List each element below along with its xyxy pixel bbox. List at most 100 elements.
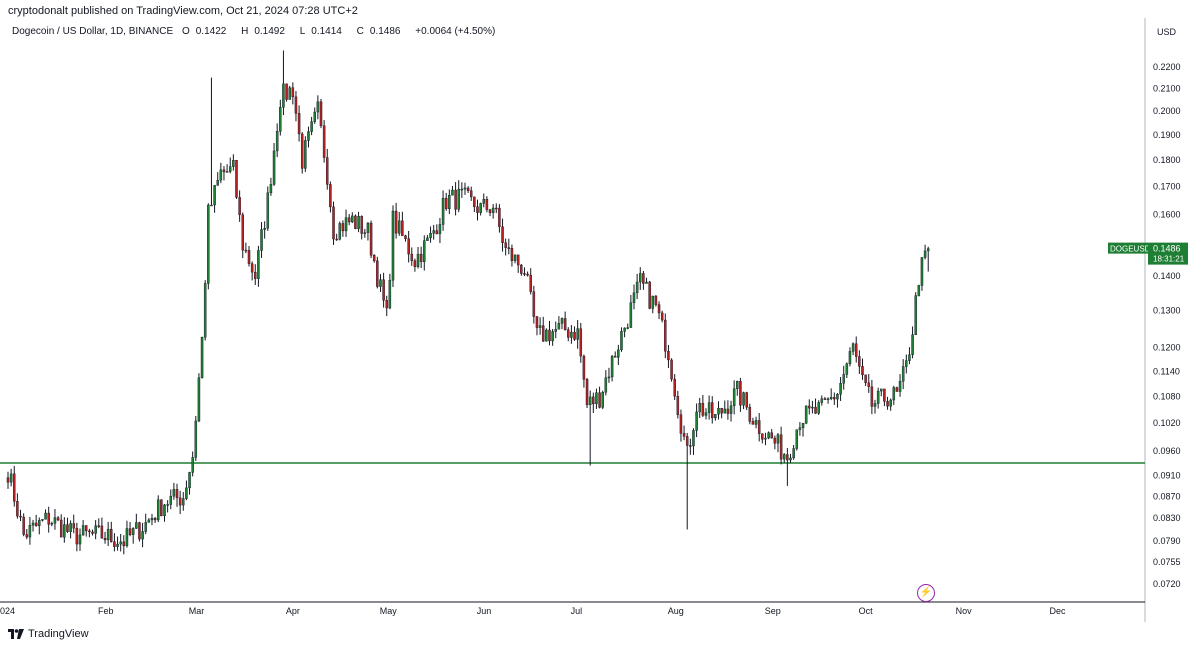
- price-tick-label: 0.1080: [1153, 391, 1181, 401]
- price-tick-label: 0.0755: [1153, 557, 1181, 567]
- candle-body: [407, 238, 410, 255]
- candle-body: [526, 273, 529, 276]
- candle-body: [354, 215, 357, 229]
- candle-body: [244, 249, 248, 252]
- candle-body: [329, 184, 332, 208]
- candle-body: [238, 197, 241, 216]
- candle-body: [607, 376, 611, 379]
- candle-body: [754, 420, 758, 425]
- candle-body: [369, 222, 373, 256]
- candle-body: [219, 169, 223, 181]
- candle-body: [826, 398, 830, 400]
- candle-body: [563, 318, 567, 331]
- candle-body: [670, 359, 673, 380]
- change-value: +0.0064 (+4.50%): [415, 26, 496, 37]
- published-caption: cryptodonalt published on TradingView.co…: [8, 5, 358, 17]
- candle-body: [294, 96, 298, 114]
- candle-body: [532, 291, 536, 317]
- time-tick-label: Feb: [98, 606, 114, 616]
- candle-body: [266, 192, 270, 229]
- close-label: C: [356, 26, 364, 37]
- candle-body: [898, 380, 902, 392]
- candle-body: [520, 264, 523, 274]
- candle-body: [44, 512, 47, 520]
- price-tick-label: 0.1200: [1153, 343, 1181, 353]
- candle-body: [892, 387, 896, 401]
- time-tick-label: Sep: [765, 606, 781, 616]
- candle-body: [110, 528, 113, 542]
- lightning-icon[interactable]: ⚡: [917, 584, 935, 602]
- candle-body: [842, 374, 845, 384]
- candle-body: [523, 273, 526, 275]
- candle-body: [801, 422, 805, 429]
- candle-body: [504, 242, 507, 248]
- candle-body: [341, 223, 345, 232]
- candle-body: [873, 403, 877, 407]
- candle-body: [41, 519, 44, 521]
- candle-body: [573, 331, 576, 340]
- candle-body: [717, 408, 720, 415]
- price-tick-label: 0.0870: [1153, 491, 1181, 501]
- time-tick-label: 2024: [0, 606, 15, 616]
- candle-body: [510, 248, 514, 261]
- candle-body: [326, 157, 329, 185]
- candle-body: [917, 285, 921, 296]
- candle-body: [235, 160, 238, 198]
- candle-body: [613, 355, 617, 358]
- candle-body: [81, 525, 85, 536]
- price-tag-bg: [1148, 242, 1188, 265]
- candle-body: [213, 185, 216, 206]
- candle-body: [880, 388, 883, 392]
- candle-body: [141, 531, 144, 540]
- candle-body: [269, 184, 273, 194]
- price-tick-label: 0.0910: [1153, 471, 1181, 481]
- candle-body: [160, 499, 163, 517]
- candle-body: [197, 377, 201, 422]
- currency-label[interactable]: USD: [1157, 27, 1177, 37]
- candle-body: [451, 189, 454, 196]
- candle-body: [125, 528, 129, 547]
- candle-body: [742, 392, 745, 406]
- price-tick-label: 0.2100: [1153, 84, 1181, 94]
- low-value: 0.1414: [311, 26, 342, 37]
- candle-body: [88, 530, 91, 533]
- candle-body: [748, 407, 752, 422]
- candle-body: [923, 250, 927, 258]
- candle-body: [363, 232, 367, 234]
- candle-body: [279, 107, 282, 132]
- candle-body: [94, 525, 97, 534]
- candle-body: [610, 355, 614, 378]
- candle-body: [711, 402, 714, 419]
- tradingview-logo-icon: [8, 629, 24, 639]
- candle-body: [106, 528, 110, 541]
- candle-body: [858, 356, 861, 367]
- symbol-name[interactable]: Dogecoin / US Dollar, 1D, BINANCE: [12, 26, 174, 37]
- symbol-tag-text: DOGEUSD: [1110, 245, 1151, 254]
- candle-body: [757, 420, 761, 434]
- candle-body: [854, 343, 858, 357]
- candle-body: [288, 87, 291, 100]
- candle-body: [673, 378, 676, 397]
- candle-body: [34, 522, 38, 526]
- candle-body: [163, 504, 166, 517]
- candle-body: [588, 396, 592, 406]
- candle-body: [131, 528, 135, 535]
- candle-body: [382, 279, 385, 301]
- candle-body: [714, 414, 717, 419]
- candle-body: [297, 113, 301, 135]
- price-tick-label: 0.1700: [1153, 181, 1181, 191]
- candle-body: [554, 329, 558, 332]
- candle-body: [811, 406, 814, 409]
- candle-body: [541, 325, 545, 342]
- candle-body: [557, 323, 561, 330]
- candle-body: [91, 531, 94, 534]
- candle-body: [357, 216, 360, 229]
- time-tick-label: Apr: [286, 606, 300, 616]
- price-tick-label: 0.1400: [1153, 271, 1181, 281]
- candle-body: [660, 312, 664, 321]
- candle-body: [207, 204, 210, 284]
- candle-body: [579, 328, 583, 357]
- candle-body: [322, 125, 326, 158]
- candle-body: [463, 187, 467, 190]
